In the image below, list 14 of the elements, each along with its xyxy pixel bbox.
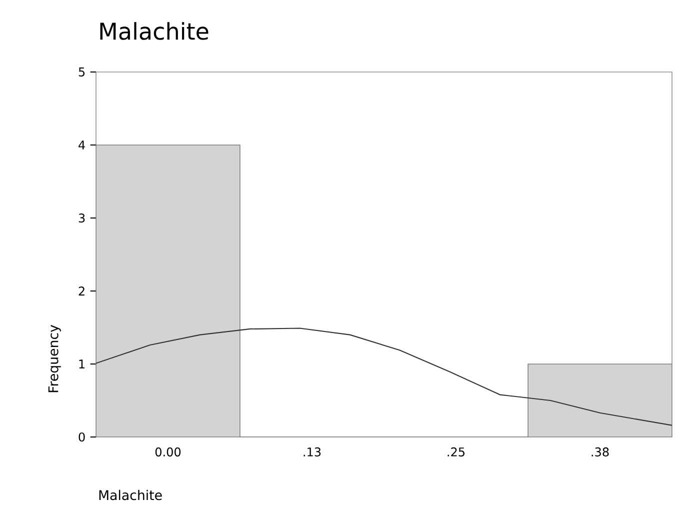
y-tick-label: 3	[78, 213, 85, 223]
line-series	[96, 328, 672, 426]
x-tick-label: .25	[448, 447, 464, 456]
y-tick-label: 4	[78, 140, 85, 150]
x-axis-title: Malachite	[99, 490, 162, 500]
x-tick-label: .13	[304, 447, 321, 456]
chart-title: Malachite	[100, 22, 208, 40]
x-tick-label: 0.00	[155, 447, 181, 456]
y-tick-label: 1	[79, 360, 84, 368]
y-tick-label: 0	[78, 432, 85, 442]
y-axis-title: Frequency	[48, 324, 61, 392]
y-tick-label: 5	[78, 68, 85, 76]
y-tick-label: 2	[78, 286, 84, 296]
x-tick-label: .38	[592, 447, 609, 456]
